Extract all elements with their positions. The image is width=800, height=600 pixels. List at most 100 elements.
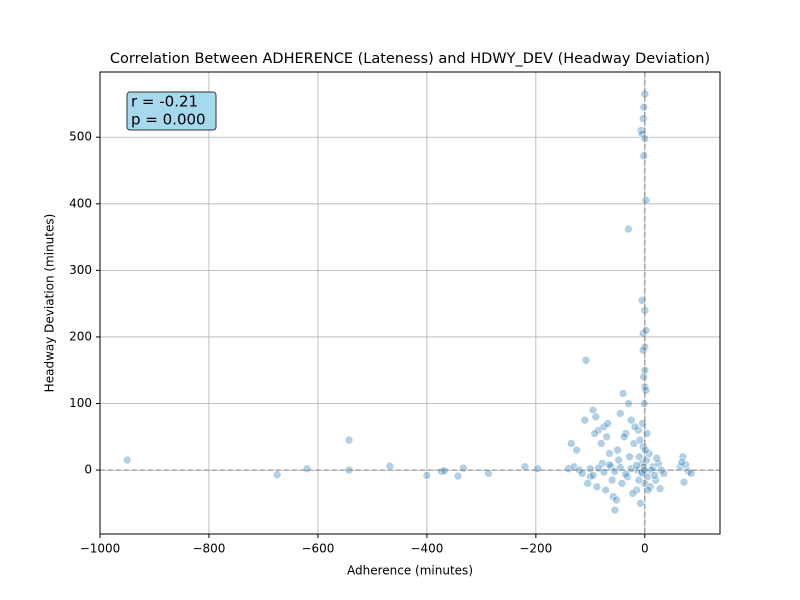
point: [630, 422, 640, 432]
point: [652, 453, 662, 463]
point: [642, 429, 652, 438]
point: [615, 409, 625, 418]
point: [422, 471, 432, 480]
point: [385, 461, 395, 471]
point: [453, 471, 463, 481]
y-tick-label: 200: [69, 329, 92, 343]
point: [641, 325, 651, 335]
chart-title: Correlation Between ADHERENCE (Lateness)…: [110, 51, 710, 67]
point: [591, 412, 601, 422]
point: [636, 499, 645, 508]
point: [566, 439, 576, 448]
point: [564, 464, 573, 474]
point: [650, 471, 659, 480]
point: [484, 469, 493, 478]
point: [633, 425, 643, 435]
point: [613, 445, 622, 455]
y-axis-label: Headway Deviation (minutes): [43, 214, 57, 393]
point: [628, 489, 638, 498]
point: [638, 419, 647, 428]
point: [639, 372, 649, 382]
point: [612, 495, 621, 505]
point: [520, 462, 530, 472]
point: [675, 462, 685, 472]
point: [577, 469, 587, 478]
point: [608, 492, 618, 502]
point: [605, 449, 614, 458]
x-tick-label: −600: [301, 542, 334, 556]
point: [623, 472, 632, 482]
point: [437, 467, 446, 476]
point: [617, 479, 627, 488]
point: [590, 429, 599, 438]
point: [637, 129, 647, 139]
point: [639, 151, 649, 161]
point: [569, 462, 579, 472]
point: [272, 470, 282, 480]
point: [637, 296, 647, 305]
annotation-text: p = 0.000: [131, 111, 206, 129]
point: [610, 505, 620, 515]
point: [588, 405, 598, 415]
x-tick-label: −800: [192, 542, 225, 556]
point: [580, 415, 590, 425]
point: [624, 224, 633, 234]
point: [638, 345, 648, 355]
point: [626, 415, 636, 425]
point: [632, 461, 641, 470]
plot-frame: [99, 71, 721, 535]
point: [605, 460, 614, 470]
point: [639, 102, 649, 112]
point: [625, 452, 634, 462]
point: [678, 452, 688, 462]
point: [641, 196, 651, 205]
point: [677, 457, 687, 467]
point: [614, 455, 623, 465]
point: [302, 464, 312, 474]
point: [599, 467, 609, 477]
point: [641, 385, 651, 395]
point: [596, 439, 606, 448]
point: [459, 463, 468, 473]
point: [607, 475, 617, 485]
point: [601, 485, 610, 495]
point: [641, 445, 650, 455]
point: [618, 389, 628, 398]
point: [686, 469, 696, 478]
x-tick-label: −1000: [80, 542, 121, 556]
y-tick-label: 300: [69, 263, 92, 277]
x-tick-label: −400: [410, 542, 443, 556]
point: [626, 464, 636, 474]
annotation-box: [126, 91, 217, 131]
point: [639, 462, 649, 472]
point: [533, 464, 542, 474]
point: [603, 419, 613, 428]
point: [679, 477, 689, 487]
point: [624, 399, 633, 408]
point: [581, 355, 591, 365]
point: [639, 399, 649, 408]
x-tick-label: 0: [641, 542, 649, 556]
x-axis-label: Adherence (minutes): [347, 564, 473, 578]
point: [654, 459, 663, 468]
y-tick-label: 100: [69, 396, 92, 410]
point: [572, 445, 582, 455]
point: [440, 466, 449, 476]
point: [634, 475, 644, 485]
x-tick-label: −200: [519, 542, 552, 556]
y-tick-label: 0: [84, 463, 92, 477]
point: [621, 469, 631, 479]
point: [592, 482, 602, 492]
point: [619, 432, 629, 442]
point: [583, 479, 592, 488]
y-tick-label: 500: [69, 130, 92, 144]
point: [659, 469, 669, 478]
point: [122, 455, 132, 465]
point: [344, 435, 354, 445]
point: [655, 484, 665, 494]
annotation-text: r = -0.21: [131, 93, 198, 111]
y-tick-label: 400: [69, 196, 92, 210]
point: [635, 452, 644, 462]
point: [643, 485, 653, 495]
